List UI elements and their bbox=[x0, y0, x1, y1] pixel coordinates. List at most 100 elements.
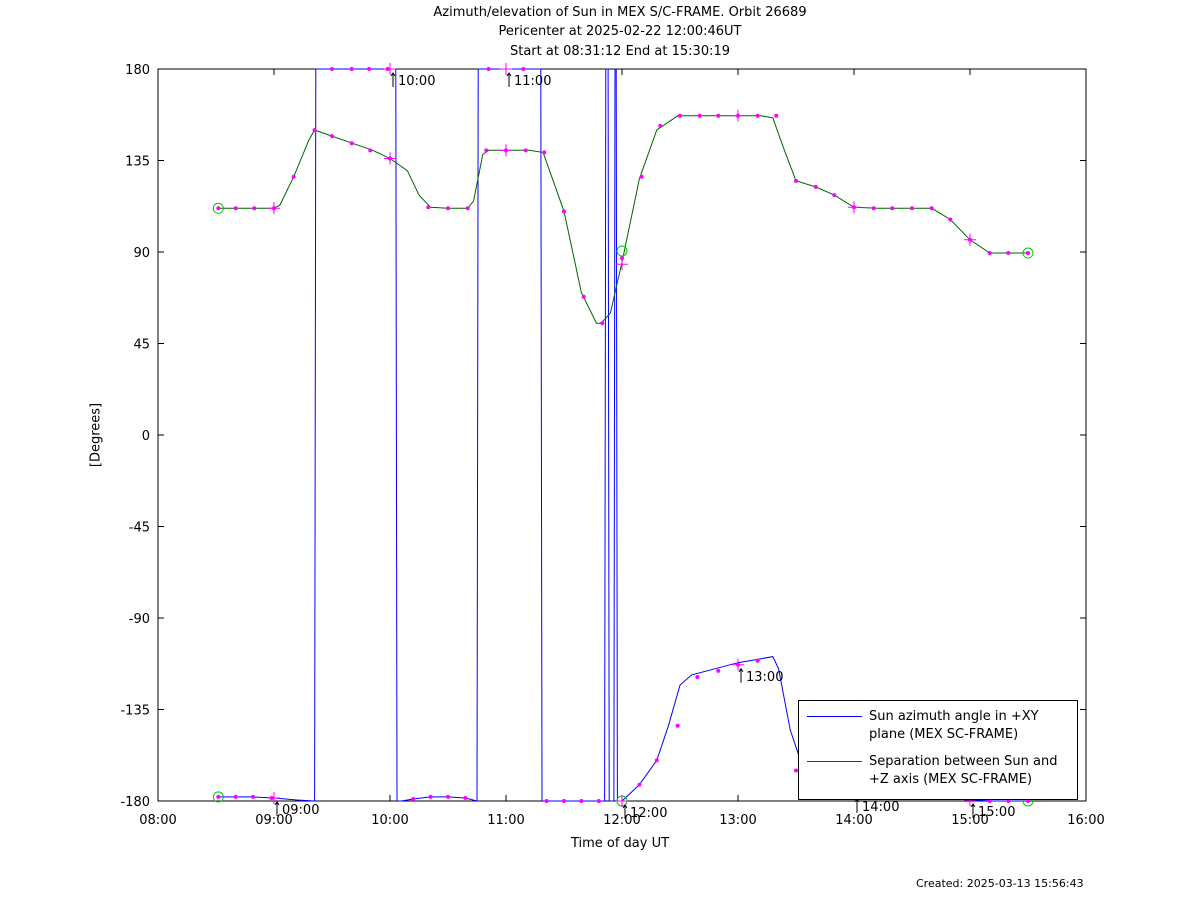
endpoint-marker-azimuth bbox=[212, 791, 224, 803]
data-point-azimuth bbox=[755, 658, 760, 663]
data-point-separation bbox=[910, 206, 914, 211]
hour-label: 10:00 bbox=[398, 74, 435, 89]
hour-arrow bbox=[390, 72, 396, 87]
legend-label-separation-1: Separation between Sun and bbox=[869, 754, 1058, 769]
data-point-separation bbox=[890, 206, 895, 211]
y-tick-label: 135 bbox=[125, 155, 150, 170]
data-point-separation bbox=[216, 206, 221, 211]
data-point-separation bbox=[312, 128, 317, 132]
data-point-separation bbox=[658, 123, 663, 128]
hour-cross-separation bbox=[964, 233, 976, 246]
data-point-azimuth bbox=[544, 799, 549, 803]
data-point-azimuth bbox=[446, 794, 450, 799]
chart-subtitle-pericenter: Pericenter at 2025-02-22 12:00:46UT bbox=[498, 24, 742, 39]
data-point-separation bbox=[581, 294, 586, 299]
legend-label-separation-2: +Z axis (MEX SC-FRAME) bbox=[869, 772, 1033, 787]
hour-cross-separation bbox=[500, 144, 512, 157]
data-point-azimuth bbox=[654, 758, 659, 763]
data-point-azimuth bbox=[349, 67, 354, 71]
data-point-separation bbox=[832, 193, 837, 198]
x-tick-label: 08:00 bbox=[139, 813, 176, 828]
legend-swatch-separation bbox=[807, 761, 862, 762]
data-point-azimuth bbox=[367, 67, 372, 71]
data-point-separation bbox=[987, 251, 992, 256]
x-tick-label: 13:00 bbox=[719, 813, 756, 828]
data-point-separation bbox=[948, 217, 953, 222]
hour-cross-azimuth bbox=[732, 658, 744, 671]
x-tick-label: 16:00 bbox=[1067, 813, 1104, 828]
y-tick-label: 180 bbox=[125, 63, 150, 78]
data-point-azimuth bbox=[251, 794, 256, 799]
data-point-separation bbox=[600, 321, 605, 326]
data-point-separation bbox=[368, 148, 373, 153]
data-point-separation bbox=[794, 178, 798, 183]
hour-label: 11:00 bbox=[514, 74, 551, 89]
x-tick-label: 12:00 bbox=[603, 813, 640, 828]
data-point-azimuth bbox=[596, 799, 601, 803]
x-tick-label: 15:00 bbox=[951, 813, 988, 828]
endpoint-marker-separation bbox=[1022, 247, 1034, 259]
y-axis-label-wrap: [Degrees] bbox=[89, 403, 116, 467]
hour-arrow bbox=[506, 72, 512, 87]
data-point-separation bbox=[620, 256, 624, 261]
data-point-azimuth bbox=[463, 795, 468, 800]
endpoint-marker-separation bbox=[616, 245, 628, 257]
data-point-azimuth bbox=[1026, 799, 1030, 803]
data-point-azimuth bbox=[987, 799, 992, 803]
created-timestamp: Created: 2025-03-13 15:56:43 bbox=[916, 877, 1084, 890]
data-point-azimuth bbox=[637, 782, 642, 787]
data-point-azimuth bbox=[716, 668, 721, 673]
data-point-separation bbox=[349, 141, 354, 146]
hour-cross-azimuth bbox=[384, 63, 396, 75]
data-point-separation bbox=[484, 148, 489, 153]
x-tick-label: 14:00 bbox=[835, 813, 872, 828]
x-tick-label: 11:00 bbox=[487, 813, 524, 828]
hour-label: 12:00 bbox=[630, 806, 667, 821]
hour-cross-azimuth bbox=[616, 795, 628, 807]
hour-arrow bbox=[274, 801, 280, 816]
data-point-azimuth bbox=[521, 67, 526, 71]
data-point-azimuth bbox=[330, 67, 334, 71]
hour-cross-azimuth bbox=[268, 791, 280, 804]
x-tick-label: 09:00 bbox=[255, 813, 292, 828]
data-point-azimuth bbox=[1006, 799, 1011, 803]
data-point-separation bbox=[523, 148, 528, 153]
data-point-separation bbox=[1006, 251, 1011, 256]
y-tick-label: 0 bbox=[142, 429, 150, 444]
data-point-separation bbox=[291, 174, 296, 179]
y-tick-label: 45 bbox=[133, 338, 150, 353]
hour-label: 13:00 bbox=[746, 670, 783, 685]
data-point-separation bbox=[542, 150, 547, 155]
hour-cross-separation bbox=[268, 202, 280, 215]
chart-subtitle-start-end: Start at 08:31:12 End at 15:30:19 bbox=[509, 44, 731, 59]
data-point-separation bbox=[562, 209, 566, 214]
data-point-azimuth bbox=[216, 794, 221, 799]
hour-cross-azimuth bbox=[500, 63, 512, 75]
y-tick-label: -90 bbox=[129, 612, 150, 627]
data-point-azimuth bbox=[486, 67, 491, 71]
data-point-separation bbox=[233, 206, 238, 211]
data-point-separation bbox=[426, 205, 431, 210]
series-line-separation bbox=[218, 115, 1028, 324]
data-point-separation bbox=[774, 113, 779, 118]
x-axis-label: Time of day UT bbox=[570, 836, 670, 851]
chart-title: Azimuth/elevation of Sun in MEX S/C-FRAM… bbox=[433, 5, 807, 20]
data-point-azimuth bbox=[579, 799, 584, 803]
hour-arrow bbox=[970, 803, 976, 818]
y-tick-label: 90 bbox=[133, 246, 150, 261]
hour-cross-separation bbox=[384, 152, 396, 165]
data-point-azimuth bbox=[794, 768, 798, 773]
hour-cross-separation bbox=[848, 201, 860, 214]
legend-label-azimuth-2: plane (MEX SC-FRAME) bbox=[869, 727, 1019, 742]
data-point-separation bbox=[697, 113, 702, 118]
legend: Sun azimuth angle in +XY plane (MEX SC-F… bbox=[798, 700, 1078, 800]
data-point-separation bbox=[639, 174, 644, 179]
data-point-separation bbox=[929, 206, 934, 211]
hour-cross-separation bbox=[616, 258, 628, 271]
y-tick-label: -45 bbox=[129, 521, 150, 536]
data-point-azimuth bbox=[411, 796, 416, 801]
hour-arrow bbox=[622, 804, 628, 819]
plot-frame bbox=[157, 68, 1087, 802]
data-point-separation bbox=[813, 184, 818, 189]
endpoint-marker-separation bbox=[212, 202, 224, 214]
